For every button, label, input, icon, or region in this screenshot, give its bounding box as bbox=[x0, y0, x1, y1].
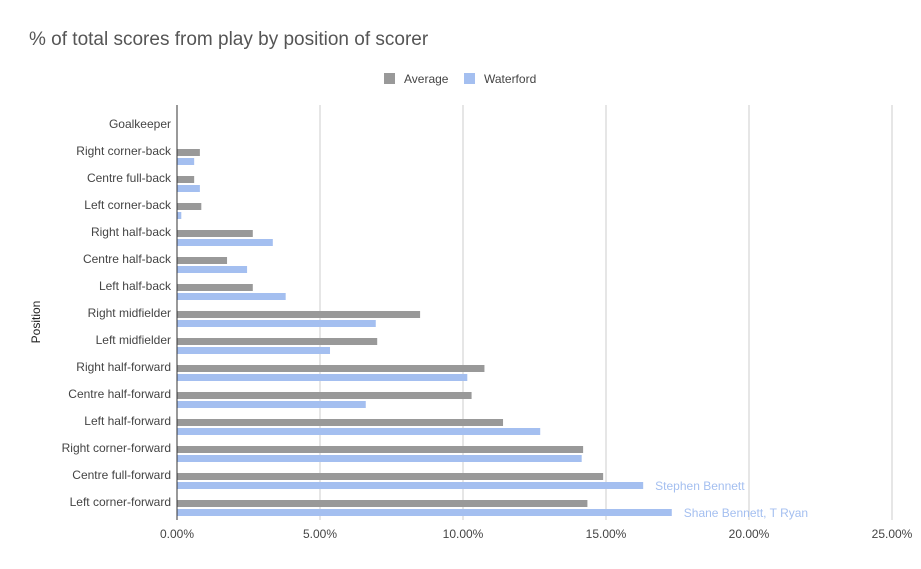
legend-label-waterford: Waterford bbox=[484, 72, 536, 86]
bar-average bbox=[177, 284, 253, 291]
y-tick-label: Left midfielder bbox=[96, 333, 171, 347]
bar-average bbox=[177, 203, 202, 210]
bar-waterford bbox=[177, 320, 376, 327]
y-tick-label: Left half-forward bbox=[84, 414, 171, 428]
legend-label-average: Average bbox=[404, 72, 449, 86]
y-tick-label: Right half-forward bbox=[76, 360, 171, 374]
bar-average bbox=[177, 473, 604, 480]
y-tick-label: Goalkeeper bbox=[109, 117, 171, 131]
x-tick-label: 10.00% bbox=[443, 527, 484, 541]
x-tick-label: 15.00% bbox=[586, 527, 627, 541]
y-tick-label: Centre half-forward bbox=[68, 387, 171, 401]
axes: 0.00% 5.00% 10.00% 15.00% 20.00% 25.00% Goalke… bbox=[29, 105, 913, 541]
bar-average bbox=[177, 257, 228, 264]
bar-average bbox=[177, 176, 195, 183]
bar-waterford bbox=[177, 401, 366, 408]
legend-swatch-waterford bbox=[464, 73, 475, 84]
bar-waterford bbox=[177, 293, 286, 300]
bar-waterford bbox=[177, 266, 248, 273]
bars bbox=[177, 149, 672, 516]
y-tick-label: Right half-back bbox=[91, 225, 172, 239]
bar-waterford bbox=[177, 374, 468, 381]
y-tick-label: Centre half-back bbox=[83, 252, 172, 266]
bar-waterford bbox=[177, 482, 644, 489]
bar-waterford bbox=[177, 239, 273, 246]
bar-average bbox=[177, 365, 485, 372]
bar-average bbox=[177, 230, 253, 237]
y-tick-label: Left corner-forward bbox=[70, 495, 171, 509]
bar-average bbox=[177, 446, 584, 453]
x-tick-label: 25.00% bbox=[872, 527, 913, 541]
bar-waterford bbox=[177, 455, 582, 462]
data-labels: Stephen Bennett Shane Bennett, T Ryan bbox=[655, 479, 808, 520]
x-tick-label: 0.00% bbox=[160, 527, 194, 541]
data-label: Stephen Bennett bbox=[655, 479, 745, 493]
bar-waterford bbox=[177, 158, 195, 165]
legend-swatch-average bbox=[384, 73, 395, 84]
chart-title: % of total scores from play by position … bbox=[29, 29, 429, 50]
bar-waterford bbox=[177, 185, 200, 192]
bar-average bbox=[177, 149, 200, 156]
y-tick-label: Left corner-back bbox=[84, 198, 172, 212]
bar-average bbox=[177, 338, 378, 345]
data-label: Shane Bennett, T Ryan bbox=[684, 506, 808, 520]
bar-average bbox=[177, 500, 588, 507]
bar-waterford bbox=[177, 428, 541, 435]
bar-average bbox=[177, 419, 504, 426]
bar-waterford bbox=[177, 212, 182, 219]
y-tick-label: Left half-back bbox=[99, 279, 172, 293]
y-tick-label: Right corner-forward bbox=[62, 441, 171, 455]
y-tick-label: Right corner-back bbox=[76, 144, 172, 158]
y-tick-label: Centre full-forward bbox=[72, 468, 171, 482]
legend: Average Waterford bbox=[384, 72, 536, 86]
x-tick-label: 5.00% bbox=[303, 527, 337, 541]
y-tick-label: Centre full-back bbox=[87, 171, 172, 185]
bar-average bbox=[177, 392, 472, 399]
x-tick-label: 20.00% bbox=[729, 527, 770, 541]
bar-waterford bbox=[177, 509, 672, 516]
bar-average bbox=[177, 311, 421, 318]
y-axis-title: Position bbox=[29, 301, 43, 344]
y-tick-label: Right midfielder bbox=[88, 306, 171, 320]
bar-waterford bbox=[177, 347, 331, 354]
